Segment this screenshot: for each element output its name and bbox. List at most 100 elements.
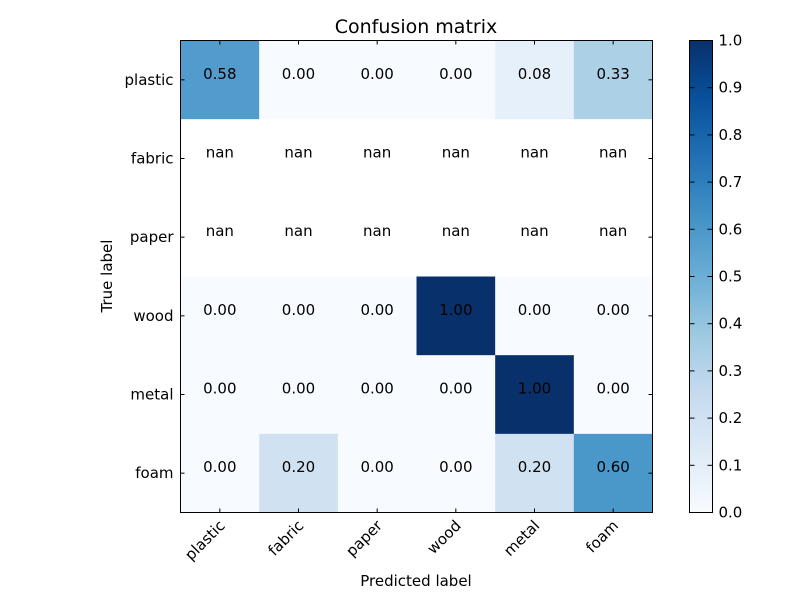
cell-value-label: nan bbox=[206, 222, 234, 240]
heatmap-cell bbox=[180, 119, 260, 199]
cell-value-label: 0.00 bbox=[439, 65, 472, 83]
heatmap-cell bbox=[337, 276, 417, 356]
cell-value-label: 0.00 bbox=[439, 458, 472, 476]
colorbar-ticks: 0.0 0.1 0.2 0.3 0.4 0.5 0.6 0.7 0.8 0.9 1.0 bbox=[689, 32, 743, 522]
x-tick-label: foam bbox=[582, 517, 622, 557]
cell-value-label: 0.00 bbox=[203, 380, 236, 398]
heatmap-cell bbox=[259, 197, 339, 277]
heatmap-cell bbox=[416, 197, 496, 277]
heatmap-cell bbox=[416, 119, 496, 199]
heatmap-cells bbox=[180, 40, 653, 513]
heatmap-cell bbox=[259, 276, 339, 356]
heatmap-cell bbox=[495, 355, 575, 435]
cell-value-label: nan bbox=[442, 222, 470, 240]
cell-value-label: 0.00 bbox=[596, 301, 629, 319]
heatmap-cell bbox=[259, 355, 339, 435]
x-tick-label: fabric bbox=[264, 517, 307, 560]
cell-value-label: 0.00 bbox=[282, 380, 315, 398]
colorbar-tick-label: 0.2 bbox=[719, 409, 743, 427]
cell-value-label: 0.00 bbox=[360, 65, 393, 83]
x-tick-label: metal bbox=[500, 517, 543, 560]
heatmap-cell bbox=[337, 197, 417, 277]
cell-value-label: 0.00 bbox=[360, 380, 393, 398]
heatmap-cell bbox=[180, 197, 260, 277]
heatmap-cell bbox=[337, 355, 417, 435]
colorbar-tick-label: 0.6 bbox=[719, 220, 743, 238]
y-tick-labels: plastic fabric paper wood metal foam bbox=[125, 71, 175, 482]
cell-value-label: 0.00 bbox=[203, 458, 236, 476]
cell-value-label: nan bbox=[206, 144, 234, 162]
heatmap-cell bbox=[180, 433, 260, 513]
heatmap-cell bbox=[259, 119, 339, 199]
cell-value-label: 0.20 bbox=[282, 458, 315, 476]
x-tick-label: plastic bbox=[181, 517, 228, 564]
x-tick-label: wood bbox=[424, 517, 465, 558]
heatmap-cell bbox=[495, 197, 575, 277]
y-tick-label: wood bbox=[133, 307, 173, 325]
colorbar-tick-label: 1.0 bbox=[719, 32, 743, 50]
x-tick-labels: plastic fabric paper wood metal foam bbox=[181, 516, 622, 564]
cell-value-label: nan bbox=[363, 222, 391, 240]
cell-value-label: 0.08 bbox=[518, 65, 551, 83]
heatmap-cell bbox=[416, 355, 496, 435]
y-tick-label: paper bbox=[130, 228, 174, 246]
axis-ticks bbox=[180, 40, 653, 513]
colorbar-tick-label: 0.0 bbox=[719, 504, 743, 522]
cell-value-label: nan bbox=[599, 222, 627, 240]
heatmap-cell bbox=[573, 433, 653, 513]
heatmap-cell bbox=[495, 40, 575, 120]
y-tick-label: plastic bbox=[125, 71, 174, 89]
y-tick-label: foam bbox=[135, 464, 173, 482]
colorbar-tick-label: 0.5 bbox=[719, 268, 743, 286]
heatmap-cell bbox=[573, 276, 653, 356]
heatmap-cell bbox=[573, 355, 653, 435]
cell-value-label: nan bbox=[284, 144, 312, 162]
plot-frame bbox=[180, 40, 653, 513]
heatmap-cell bbox=[416, 433, 496, 513]
cell-value-label: 0.00 bbox=[282, 65, 315, 83]
colorbar-tick-label: 0.4 bbox=[719, 315, 743, 333]
cell-value-label: nan bbox=[363, 144, 391, 162]
cell-value-label: 0.00 bbox=[360, 301, 393, 319]
colorbar-tick-label: 0.9 bbox=[719, 79, 743, 97]
cell-value-label: 0.00 bbox=[439, 380, 472, 398]
cell-value-label: nan bbox=[599, 144, 627, 162]
chart-title: Confusion matrix bbox=[335, 16, 497, 38]
heatmap-cell bbox=[337, 433, 417, 513]
y-tick-label: fabric bbox=[131, 150, 174, 168]
heatmap-cell bbox=[180, 40, 260, 120]
heatmap-cell bbox=[180, 276, 260, 356]
heatmap-cell bbox=[495, 119, 575, 199]
cell-value-label: 0.58 bbox=[203, 65, 236, 83]
cell-value-label: nan bbox=[284, 222, 312, 240]
heatmap-cell bbox=[180, 355, 260, 435]
colorbar-tick-label: 0.1 bbox=[719, 456, 743, 474]
cell-value-label: nan bbox=[520, 222, 548, 240]
cell-value-label: 0.60 bbox=[596, 458, 629, 476]
heatmap-cell bbox=[495, 276, 575, 356]
cell-value-label: 0.00 bbox=[282, 301, 315, 319]
cell-value-label: nan bbox=[520, 144, 548, 162]
cell-value-label: 1.00 bbox=[518, 380, 551, 398]
heatmap-cell bbox=[573, 119, 653, 199]
heatmap-cell-labels: 0.58 0.00 0.00 0.00 0.08 0.33 nan nan nan nan nan n… bbox=[203, 65, 630, 476]
y-axis-label: True label bbox=[98, 240, 116, 314]
heatmap-cell bbox=[573, 197, 653, 277]
colorbar-tick-label: 0.3 bbox=[719, 362, 743, 380]
cell-value-label: 1.00 bbox=[439, 301, 472, 319]
cell-value-label: 0.00 bbox=[203, 301, 236, 319]
cell-value-label: 0.33 bbox=[596, 65, 629, 83]
heatmap-cell bbox=[259, 40, 339, 120]
cell-value-label: 0.00 bbox=[360, 458, 393, 476]
heatmap-cell bbox=[416, 40, 496, 120]
x-tick-label: paper bbox=[342, 516, 386, 560]
heatmap-cell bbox=[495, 433, 575, 513]
cell-value-label: 0.20 bbox=[518, 458, 551, 476]
colorbar-tick-label: 0.7 bbox=[719, 173, 743, 191]
cell-value-label: 0.00 bbox=[596, 380, 629, 398]
heatmap-cell bbox=[337, 40, 417, 120]
heatmap-cell bbox=[416, 276, 496, 356]
y-tick-label: metal bbox=[130, 386, 173, 404]
cell-value-label: 0.00 bbox=[518, 301, 551, 319]
